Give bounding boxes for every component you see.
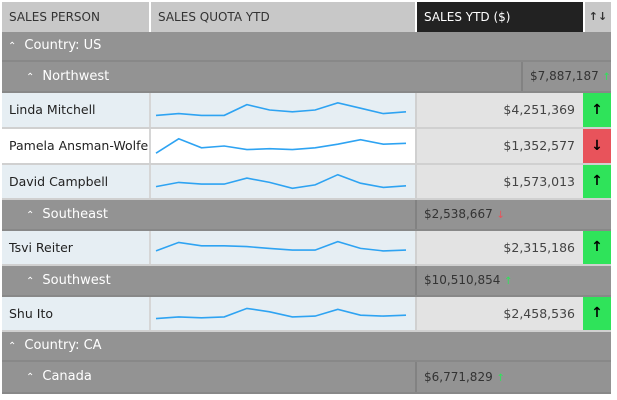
- group-row-us: ⌃ Country: US: [2, 32, 611, 62]
- sales-person-name: Shu Ito: [2, 297, 151, 330]
- sparkline-line: [155, 173, 407, 190]
- sales-person-name: Tsvi Reiter: [2, 231, 151, 264]
- trend-up-icon: ↑: [583, 297, 611, 330]
- sales-ytd-value: $1,352,577: [415, 129, 583, 163]
- table-row: Pamela Ansman-Wolfe $1,352,577 ↓: [2, 129, 611, 165]
- sparkline-line: [155, 307, 407, 320]
- column-header-sales-ytd[interactable]: SALES YTD ($): [415, 2, 583, 32]
- group-total-value: $2,538,667: [424, 207, 493, 221]
- sales-quota-sparkline: [151, 129, 415, 163]
- group-label: Country: US: [24, 38, 102, 53]
- sales-quota-sparkline: [151, 93, 415, 127]
- sparkline-line: [155, 101, 407, 117]
- collapse-chevron-icon[interactable]: ⌃: [8, 341, 17, 352]
- group-total: $10,510,854 ↑: [415, 266, 513, 295]
- collapse-chevron-icon[interactable]: ⌃: [26, 276, 35, 287]
- group-label: Southwest: [42, 273, 111, 288]
- trend-up-icon: ↑: [504, 276, 513, 287]
- group-label: Country: CA: [24, 338, 102, 353]
- group-total: $2,538,667 ↓: [415, 200, 505, 229]
- collapse-chevron-icon[interactable]: ⌃: [26, 210, 35, 221]
- trend-down-icon: ↓: [583, 129, 611, 163]
- header-row: SALES PERSON SALES QUOTA YTD SALES YTD (…: [2, 2, 611, 32]
- trend-up-icon: ↑: [583, 93, 611, 127]
- table-row: David Campbell $1,573,013 ↑: [2, 165, 611, 200]
- group-label: Canada: [42, 369, 92, 384]
- group-row-southeast: ⌃ Southeast $2,538,667 ↓: [2, 200, 611, 231]
- sparkline-line: [155, 240, 407, 252]
- sales-person-name: Linda Mitchell: [2, 93, 151, 127]
- group-row-ca: ⌃ Country: CA: [2, 332, 611, 362]
- collapse-chevron-icon[interactable]: ⌃: [26, 372, 35, 383]
- trend-up-icon: ↑: [496, 373, 505, 384]
- sales-ytd-value: $2,458,536: [415, 297, 583, 330]
- sparkline-line: [155, 137, 407, 154]
- sales-quota-sparkline: [151, 165, 415, 198]
- sort-icon[interactable]: ↑↓: [583, 2, 611, 32]
- group-total-value: $7,887,187: [530, 69, 599, 83]
- group-row-southwest: ⌃ Southwest $10,510,854 ↑: [2, 266, 611, 297]
- group-total-value: $6,771,829: [424, 370, 493, 384]
- trend-up-icon: ↑: [583, 231, 611, 264]
- sales-quota-sparkline: [151, 231, 415, 264]
- collapse-chevron-icon[interactable]: ⌃: [26, 72, 35, 83]
- trend-up-icon: ↑: [583, 165, 611, 198]
- sales-quota-sparkline: [151, 297, 415, 330]
- group-label: Northwest: [42, 69, 110, 84]
- sales-ytd-value: $2,315,186: [415, 231, 583, 264]
- group-total: $6,771,829 ↑: [415, 362, 505, 392]
- sales-person-name: David Campbell: [2, 165, 151, 198]
- table-row: Linda Mitchell $4,251,369 ↑: [2, 93, 611, 129]
- sales-ytd-value: $1,573,013: [415, 165, 583, 198]
- sales-person-name: Pamela Ansman-Wolfe: [2, 129, 151, 163]
- group-row-northwest: ⌃ Northwest $7,887,187 ↑: [2, 62, 611, 93]
- table-row: Tsvi Reiter $2,315,186 ↑: [2, 231, 611, 266]
- column-header-sales-person[interactable]: SALES PERSON: [2, 2, 151, 32]
- trend-down-icon: ↓: [496, 210, 505, 221]
- table-row: Shu Ito $2,458,536 ↑: [2, 297, 611, 332]
- column-header-sales-quota[interactable]: SALES QUOTA YTD: [158, 10, 270, 24]
- trend-up-icon: ↑: [602, 72, 611, 83]
- group-label: Southeast: [42, 207, 109, 222]
- group-total-value: $10,510,854: [424, 273, 501, 287]
- group-row-canada: ⌃ Canada $6,771,829 ↑: [2, 362, 611, 394]
- sales-ytd-value: $4,251,369: [415, 93, 583, 127]
- group-total: $7,887,187 ↑: [521, 62, 611, 91]
- collapse-chevron-icon[interactable]: ⌃: [8, 41, 17, 52]
